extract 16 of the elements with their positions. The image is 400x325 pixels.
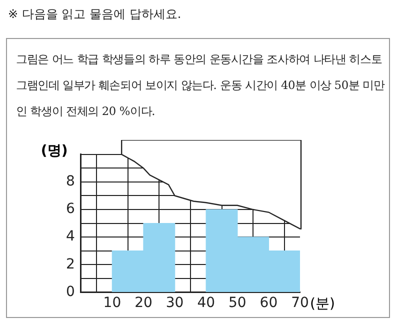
y-tick-label: 0 <box>66 284 75 300</box>
y-tick-label: 4 <box>66 228 75 245</box>
x-axis-title: (분) <box>310 295 335 314</box>
x-tick-label: 30 <box>166 295 184 312</box>
y-tick-label: 8 <box>66 174 75 190</box>
chart-subtitle: 그림은 어느 학급 학생들의 하루 동안의 운동시간을 조사하여 나타낸 히스토그램인데 일부가 훼손되어 보이지 않는다. 운동 시간이 40분 이상 50분 미만인 학생이 전체의 20 %이다. <box>16 51 386 120</box>
x-tick-label: 50 <box>228 295 246 312</box>
y-axis-title: (명) <box>40 142 68 160</box>
x-tick-label: 20 <box>134 295 152 312</box>
x-tick-label: 70 <box>291 295 309 312</box>
y-tick-label: 6 <box>66 201 75 218</box>
x-tick-label: 60 <box>260 295 278 312</box>
x-tick-label: 10 <box>103 295 122 312</box>
x-tick-label: 40 <box>197 295 216 312</box>
chart-title: ※ 다음을 읽고 물음에 답하세요. <box>8 6 182 23</box>
y-tick-label: 2 <box>66 256 75 272</box>
